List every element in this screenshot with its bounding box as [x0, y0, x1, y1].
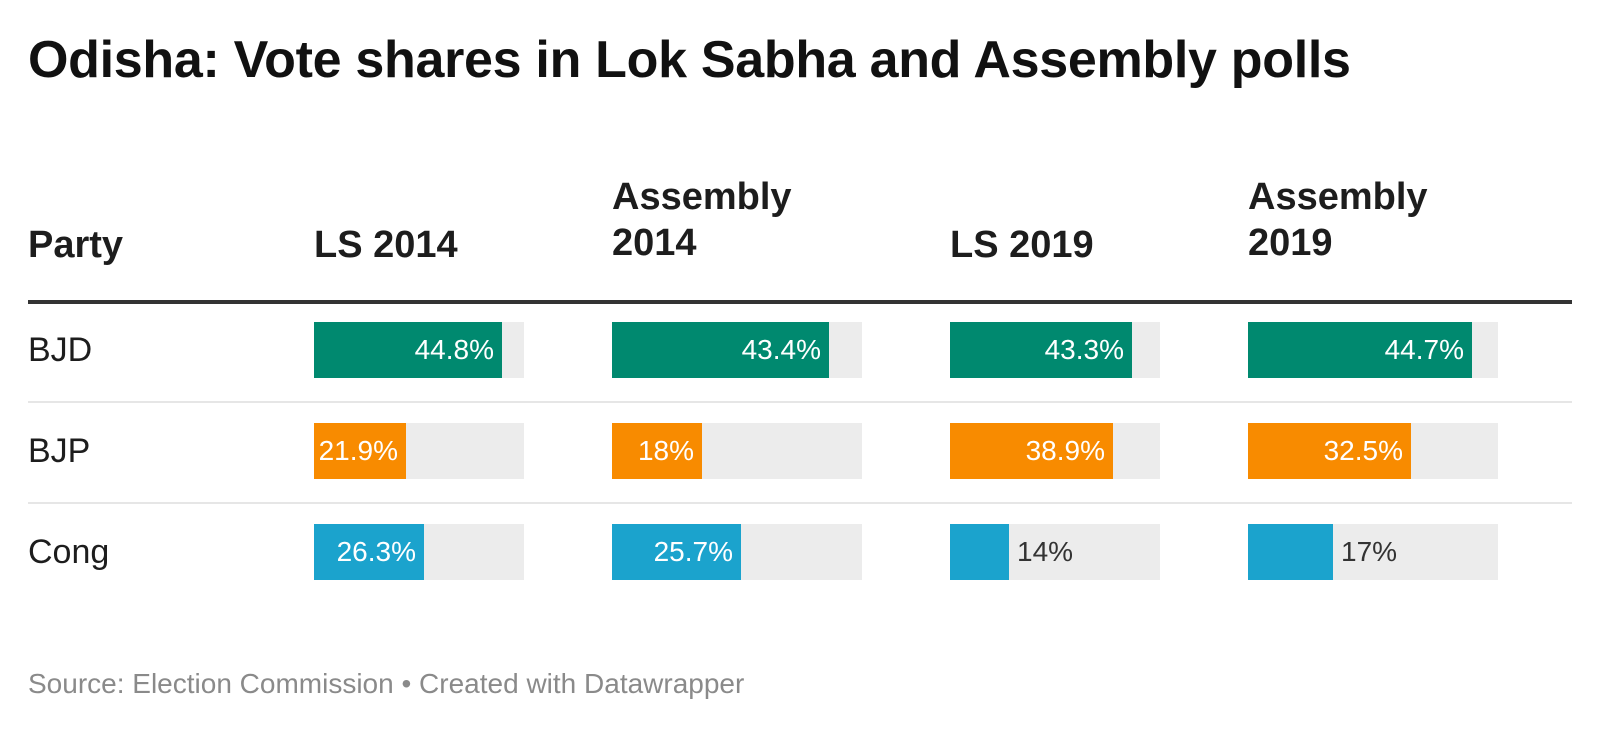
header-ls-2014: LS 2014: [314, 224, 458, 266]
chart-title: Odisha: Vote shares in Lok Sabha and Ass…: [28, 31, 1351, 89]
bar-bjp: [1248, 423, 1411, 479]
bar-cell: 18%: [612, 423, 862, 479]
value-label: 43.3%: [1044, 334, 1124, 365]
header-party: Party: [28, 224, 124, 266]
header-assembly-2019: Assembly 2019: [1248, 174, 1428, 266]
bar-cong: [950, 524, 1009, 580]
bar-cell: 44.8%: [314, 322, 524, 378]
bar-cell: 21.9%: [314, 423, 524, 479]
header-rule: [28, 300, 1572, 304]
value-label: 38.9%: [1025, 435, 1105, 466]
value-label: 26.3%: [336, 536, 416, 567]
bar-cell: 26.3%: [314, 524, 524, 580]
value-label: 44.8%: [414, 334, 494, 365]
value-label: 25.7%: [653, 536, 733, 567]
bar-cong: [1248, 524, 1333, 580]
source-footer: Source: Election Commission • Created wi…: [28, 668, 745, 699]
bar-cell: 25.7%: [612, 524, 862, 580]
bar-cell: 44.7%: [1248, 322, 1498, 378]
header-assembly-2014: Assembly 2014: [612, 174, 792, 266]
bar-bjd: [950, 322, 1132, 378]
bar-bjd: [314, 322, 502, 378]
value-label: 21.9%: [318, 435, 398, 466]
bar-cell: 32.5%: [1248, 423, 1498, 479]
value-label: 32.5%: [1323, 435, 1403, 466]
header-assembly-2019-line2: 2019: [1248, 222, 1333, 264]
value-label: 43.4%: [741, 334, 821, 365]
row-divider: [28, 401, 1572, 403]
party-label-bjp: BJP: [28, 432, 91, 470]
value-label: 17%: [1341, 536, 1398, 567]
bar-cell: 38.9%: [950, 423, 1160, 479]
row-divider: [28, 502, 1572, 504]
bar-bjp: [950, 423, 1113, 479]
bar-cell: 43.4%: [612, 322, 862, 378]
header-ls-2019: LS 2019: [950, 224, 1094, 266]
value-label: 18%: [637, 435, 694, 466]
party-label-cong: Cong: [28, 533, 110, 571]
bar-cell: 43.3%: [950, 322, 1160, 378]
bar-cong: [612, 524, 741, 580]
header-assembly-2014-line1: Assembly: [612, 176, 792, 218]
header-assembly-2019-line1: Assembly: [1248, 176, 1428, 218]
party-label-bjd: BJD: [28, 331, 93, 369]
header-assembly-2014-line2: 2014: [612, 222, 697, 264]
bar-bjp: [314, 423, 406, 479]
bar-bjd: [612, 322, 829, 378]
value-label: 14%: [1017, 536, 1074, 567]
value-label: 44.7%: [1384, 334, 1464, 365]
bar-cong: [314, 524, 424, 580]
bar-cell: 17%: [1248, 524, 1498, 580]
bar-bjp: [612, 423, 702, 479]
bar-bjd: [1248, 322, 1472, 378]
bar-cell: 14%: [950, 524, 1160, 580]
